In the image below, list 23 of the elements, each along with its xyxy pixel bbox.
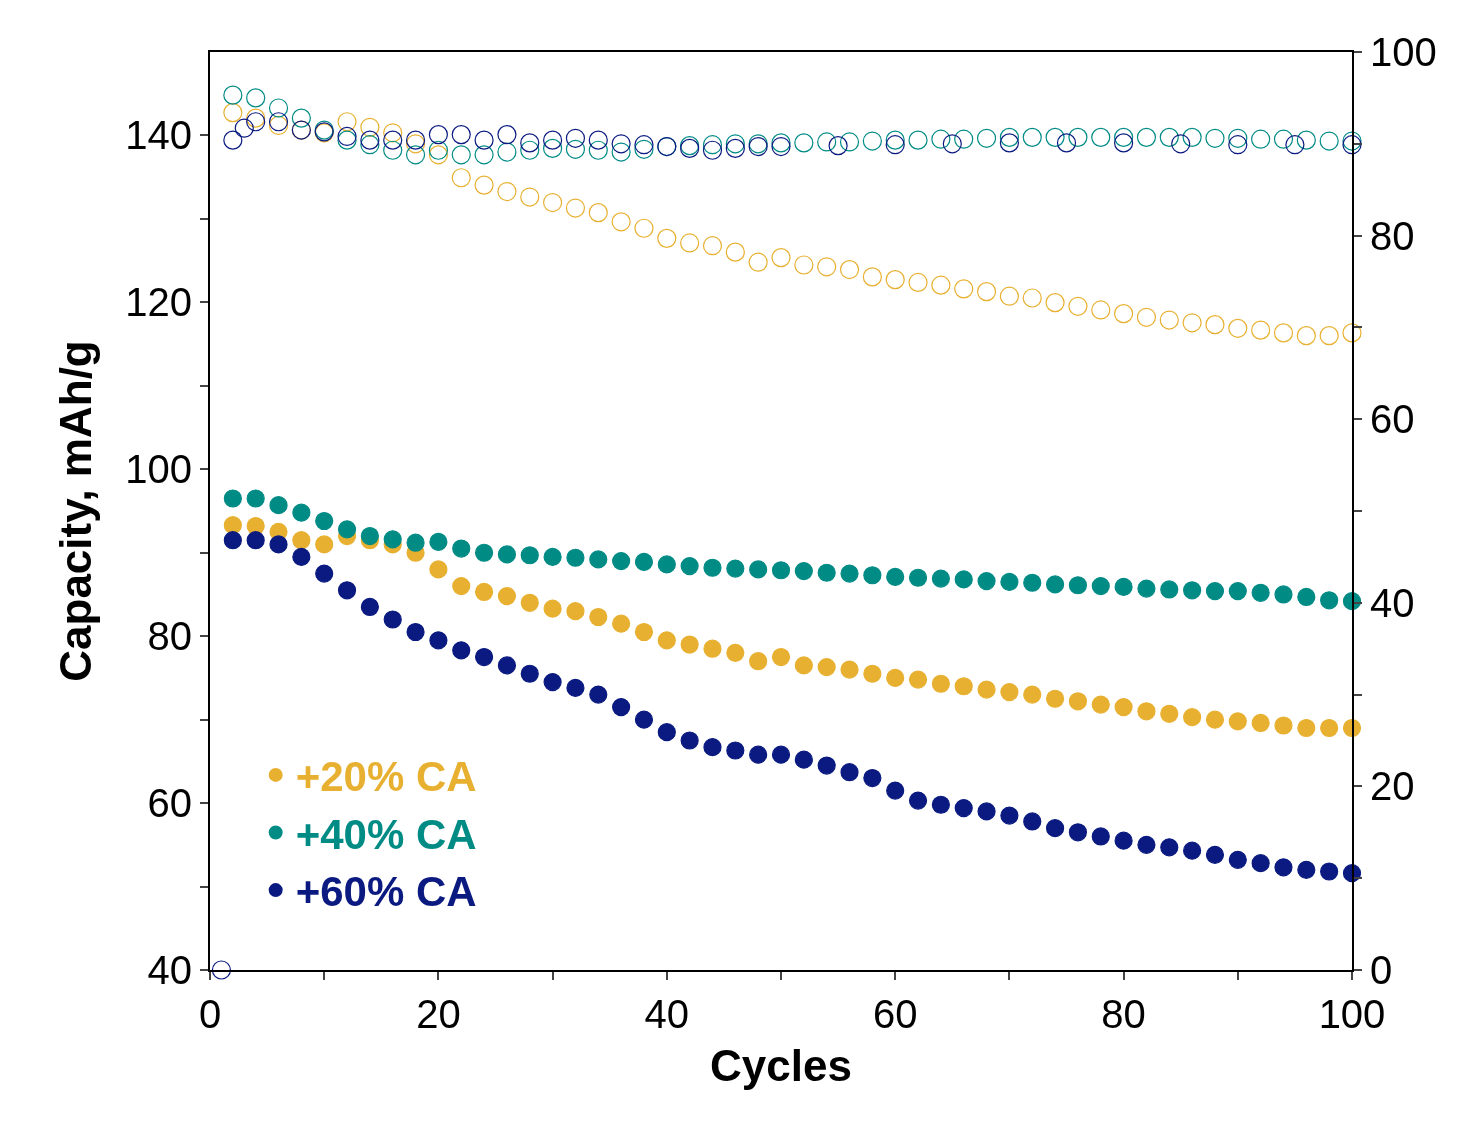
x-tick-label: 0 <box>198 992 222 1036</box>
x-tick-label: 100 <box>1318 992 1386 1036</box>
y2-tick-label: 20 <box>1370 764 1415 809</box>
x-tick-label: 80 <box>1101 992 1146 1036</box>
y-tick-label: 100 <box>125 447 192 492</box>
legend-label: +20% CA <box>295 753 477 801</box>
y-tick-label: 140 <box>125 113 192 158</box>
y2-tick-label: 60 <box>1370 397 1415 442</box>
x-axis-title: Cycles <box>710 1040 852 1090</box>
y2-tick-label: 80 <box>1370 213 1415 258</box>
y2-tick-label: 100 <box>1370 30 1437 74</box>
x-tick-label: 40 <box>644 992 690 1036</box>
legend-label: +60% CA <box>295 868 477 916</box>
y-tick-label: 80 <box>147 614 192 659</box>
y-tick-label: 40 <box>147 948 192 992</box>
legend-label: +40% CA <box>295 810 477 858</box>
y2-tick-label: 0 <box>1370 948 1393 992</box>
x-tick-label: 60 <box>872 992 918 1036</box>
y-axis-title: Capacity, mAh/g <box>50 340 100 682</box>
y2-tick-label: 40 <box>1370 580 1415 625</box>
y-tick-label: 60 <box>147 781 192 826</box>
x-tick-label: 20 <box>416 992 461 1036</box>
y-tick-label: 120 <box>125 280 192 325</box>
